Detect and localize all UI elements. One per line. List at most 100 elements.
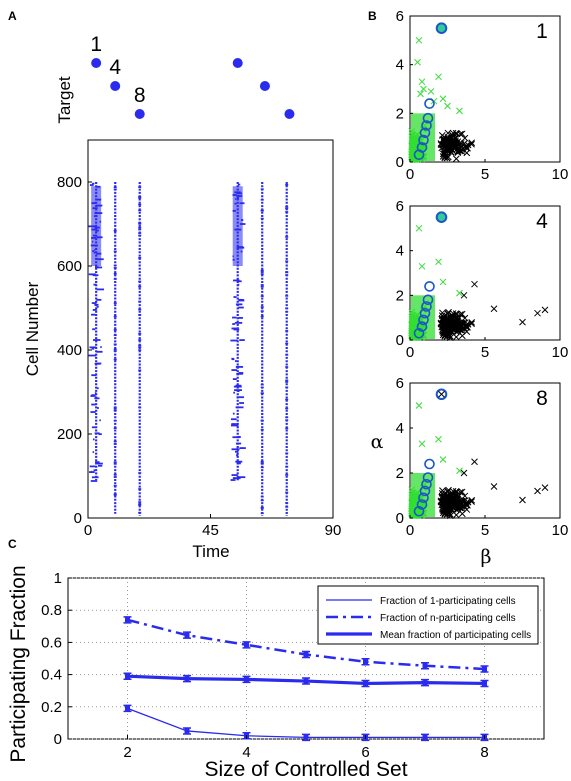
spike-mark <box>113 461 117 464</box>
green-cross-point <box>415 224 423 232</box>
green-cross-point <box>439 456 447 463</box>
controlled-cell-circle <box>422 472 434 483</box>
spike-mark <box>97 462 103 465</box>
spike-mark <box>97 464 103 467</box>
black-cross-point <box>451 494 459 502</box>
spike-mark <box>234 360 237 363</box>
spike-mark <box>237 476 246 479</box>
black-cross-point <box>519 318 526 326</box>
spike-mark <box>92 328 96 331</box>
spike-mark <box>231 327 237 330</box>
target-label: Target <box>55 76 74 124</box>
spike-mark <box>235 460 243 463</box>
spike-mark <box>91 347 95 350</box>
controlled-cell-circle <box>424 98 435 109</box>
spike-mark <box>260 310 264 312</box>
spike-mark <box>285 465 289 468</box>
black-cross-point <box>442 326 450 334</box>
black-cross-point <box>457 140 465 147</box>
spike-mark <box>234 389 242 392</box>
target-point <box>259 81 270 91</box>
spike-mark <box>239 447 246 449</box>
black-cross-point <box>439 321 446 328</box>
black-cross-point <box>458 148 466 155</box>
legend-entry: Fraction of n-participating cells <box>380 613 516 624</box>
black-cross-point <box>460 497 468 505</box>
line-y-tick-label: 0.2 <box>41 699 62 716</box>
spike-mark <box>94 303 99 306</box>
spike-mark <box>138 222 142 224</box>
spike-mark <box>88 273 96 276</box>
spike-mark <box>260 466 264 469</box>
spike-mark <box>260 199 264 201</box>
spike-mark <box>91 476 99 479</box>
ab-y-tick-label: 6 <box>396 8 404 25</box>
spike-mark <box>285 366 289 368</box>
spike-mark <box>113 473 117 476</box>
spike-mark <box>285 236 289 238</box>
spike-mark <box>92 451 95 453</box>
spike-mark <box>95 461 100 464</box>
spike-mark <box>91 374 97 377</box>
spike-mark <box>138 314 142 316</box>
black-cross-point <box>442 504 450 512</box>
spike-mark <box>260 284 264 286</box>
spike-mark <box>235 366 244 368</box>
spike-mark <box>232 436 241 439</box>
black-cross-point <box>534 309 541 317</box>
spike-mark <box>260 285 264 288</box>
spike-mark <box>113 329 117 331</box>
spike-mark <box>230 418 237 421</box>
spike-mark <box>93 283 97 286</box>
line-x-tick-label: 6 <box>361 744 369 761</box>
spike-mark <box>113 302 117 304</box>
spike-mark <box>91 470 93 473</box>
legend-entry: Fraction of 1-participating cells <box>380 596 516 607</box>
raster-y-tick-label: 200 <box>57 426 82 443</box>
spike-mark <box>113 406 117 409</box>
spike-mark <box>93 309 97 311</box>
spike-mark <box>285 274 289 276</box>
black-cross-point <box>444 310 452 318</box>
black-cross-point <box>457 141 465 149</box>
controlled-cell-circle <box>421 478 432 490</box>
line-y-tick-label: 0.6 <box>41 634 62 651</box>
spike-mark <box>260 462 264 464</box>
spike-mark <box>113 350 117 352</box>
target-point <box>91 58 102 68</box>
spike-mark <box>90 411 96 413</box>
ab-x-tick-label: 10 <box>552 522 569 539</box>
beta-label: β <box>481 546 492 568</box>
raster-x-label: Time <box>192 542 229 561</box>
black-cross-point <box>460 319 468 327</box>
spike-mark <box>234 321 243 324</box>
spike-mark <box>138 195 142 198</box>
black-cross-point <box>441 145 449 153</box>
data-point <box>482 666 487 672</box>
spike-mark <box>260 269 264 272</box>
data-point <box>244 676 249 682</box>
black-cross-point <box>444 153 452 161</box>
spike-mark <box>233 279 240 282</box>
target-cell-cross <box>438 390 445 398</box>
spike-mark <box>138 332 142 335</box>
data-point <box>303 678 309 684</box>
spike-mark <box>113 278 117 280</box>
spike-mark <box>230 339 238 342</box>
spike-mark <box>285 207 289 210</box>
spike-mark <box>285 398 289 401</box>
spike-mark <box>232 316 237 319</box>
ab-y-tick-label: 6 <box>396 198 404 215</box>
spike-mark <box>94 432 100 435</box>
spike-mark <box>285 379 289 382</box>
spike-mark <box>235 384 242 387</box>
controlled-cell-circle <box>418 134 429 146</box>
spike-mark <box>95 266 99 269</box>
spike-mark <box>113 419 117 422</box>
black-cross-point <box>490 305 498 313</box>
controlled-cell-circle <box>419 307 431 319</box>
subplot-label: 1 <box>536 20 548 43</box>
green-cross-point <box>435 258 442 266</box>
spike-mark <box>285 427 289 430</box>
black-cross-point <box>446 332 454 340</box>
